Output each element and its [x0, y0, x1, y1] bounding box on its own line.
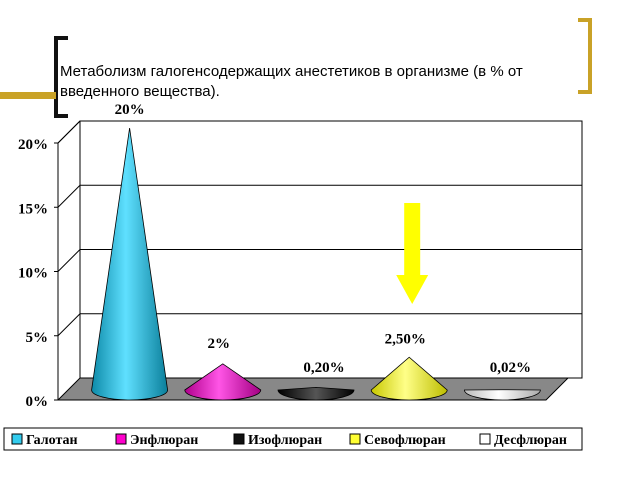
cone-series — [91, 127, 541, 401]
y-axis-depth-top — [57, 120, 81, 144]
cone-mark — [184, 363, 262, 401]
y-tick-labels: 0% 5% 10% 15% 20% — [18, 137, 48, 410]
legend-swatch — [115, 433, 127, 445]
cone-mark — [277, 386, 355, 401]
legend-label: Галотан — [26, 433, 78, 448]
legend: Галотан Энфлюран Изофлюран Севофлюран Десфлю… — [3, 427, 583, 451]
data-label: 20% — [115, 102, 145, 118]
left-gold-bar — [0, 92, 56, 99]
legend-swatch — [479, 433, 491, 445]
legend-label: Десфлюран — [494, 433, 567, 448]
gridline-side — [57, 184, 81, 208]
data-labels: 20% 2% 0,20% 2,50% 0,02% — [115, 102, 531, 376]
slide-title: Метаболизм галогенсодержащих анестетиков… — [60, 63, 523, 100]
right-gold-bracket — [578, 18, 592, 94]
y-tick-label: 5% — [26, 330, 49, 346]
data-label: 0,02% — [490, 360, 531, 376]
legend-label: Севофлюран — [364, 433, 446, 448]
cone-mark — [463, 389, 541, 401]
down-arrow-annotation — [396, 203, 429, 304]
legend-swatch — [11, 433, 23, 445]
cone-1 — [184, 363, 262, 401]
legend-label: Изофлюран — [248, 433, 322, 448]
legend-swatch — [233, 433, 245, 445]
y-tick-label: 20% — [18, 137, 48, 153]
y-tick-label: 15% — [18, 201, 48, 217]
cone-mark — [370, 356, 448, 401]
cone-0 — [91, 127, 169, 401]
gridline-side — [57, 249, 81, 272]
y-tick-label: 0% — [26, 394, 49, 410]
legend-box — [3, 427, 583, 451]
cone-3 — [370, 356, 448, 401]
legend-swatch — [349, 433, 361, 445]
cone-2 — [277, 386, 355, 401]
left-dark-bracket — [54, 36, 68, 118]
cone-mark — [91, 127, 169, 401]
cone-4 — [463, 389, 541, 401]
cone-chart: 0% 5% 10% 15% 20% 20% 2% 0,20% 2,50% 0,02% — [18, 102, 583, 410]
arrow-shape — [396, 203, 429, 304]
data-label: 0,20% — [303, 360, 344, 376]
data-label: 2,50% — [385, 331, 426, 347]
gridline-side — [57, 313, 81, 337]
legend-label: Энфлюран — [130, 433, 198, 448]
y-tick-label: 10% — [18, 266, 48, 282]
gridlines — [54, 120, 582, 401]
data-label: 2% — [208, 336, 231, 352]
